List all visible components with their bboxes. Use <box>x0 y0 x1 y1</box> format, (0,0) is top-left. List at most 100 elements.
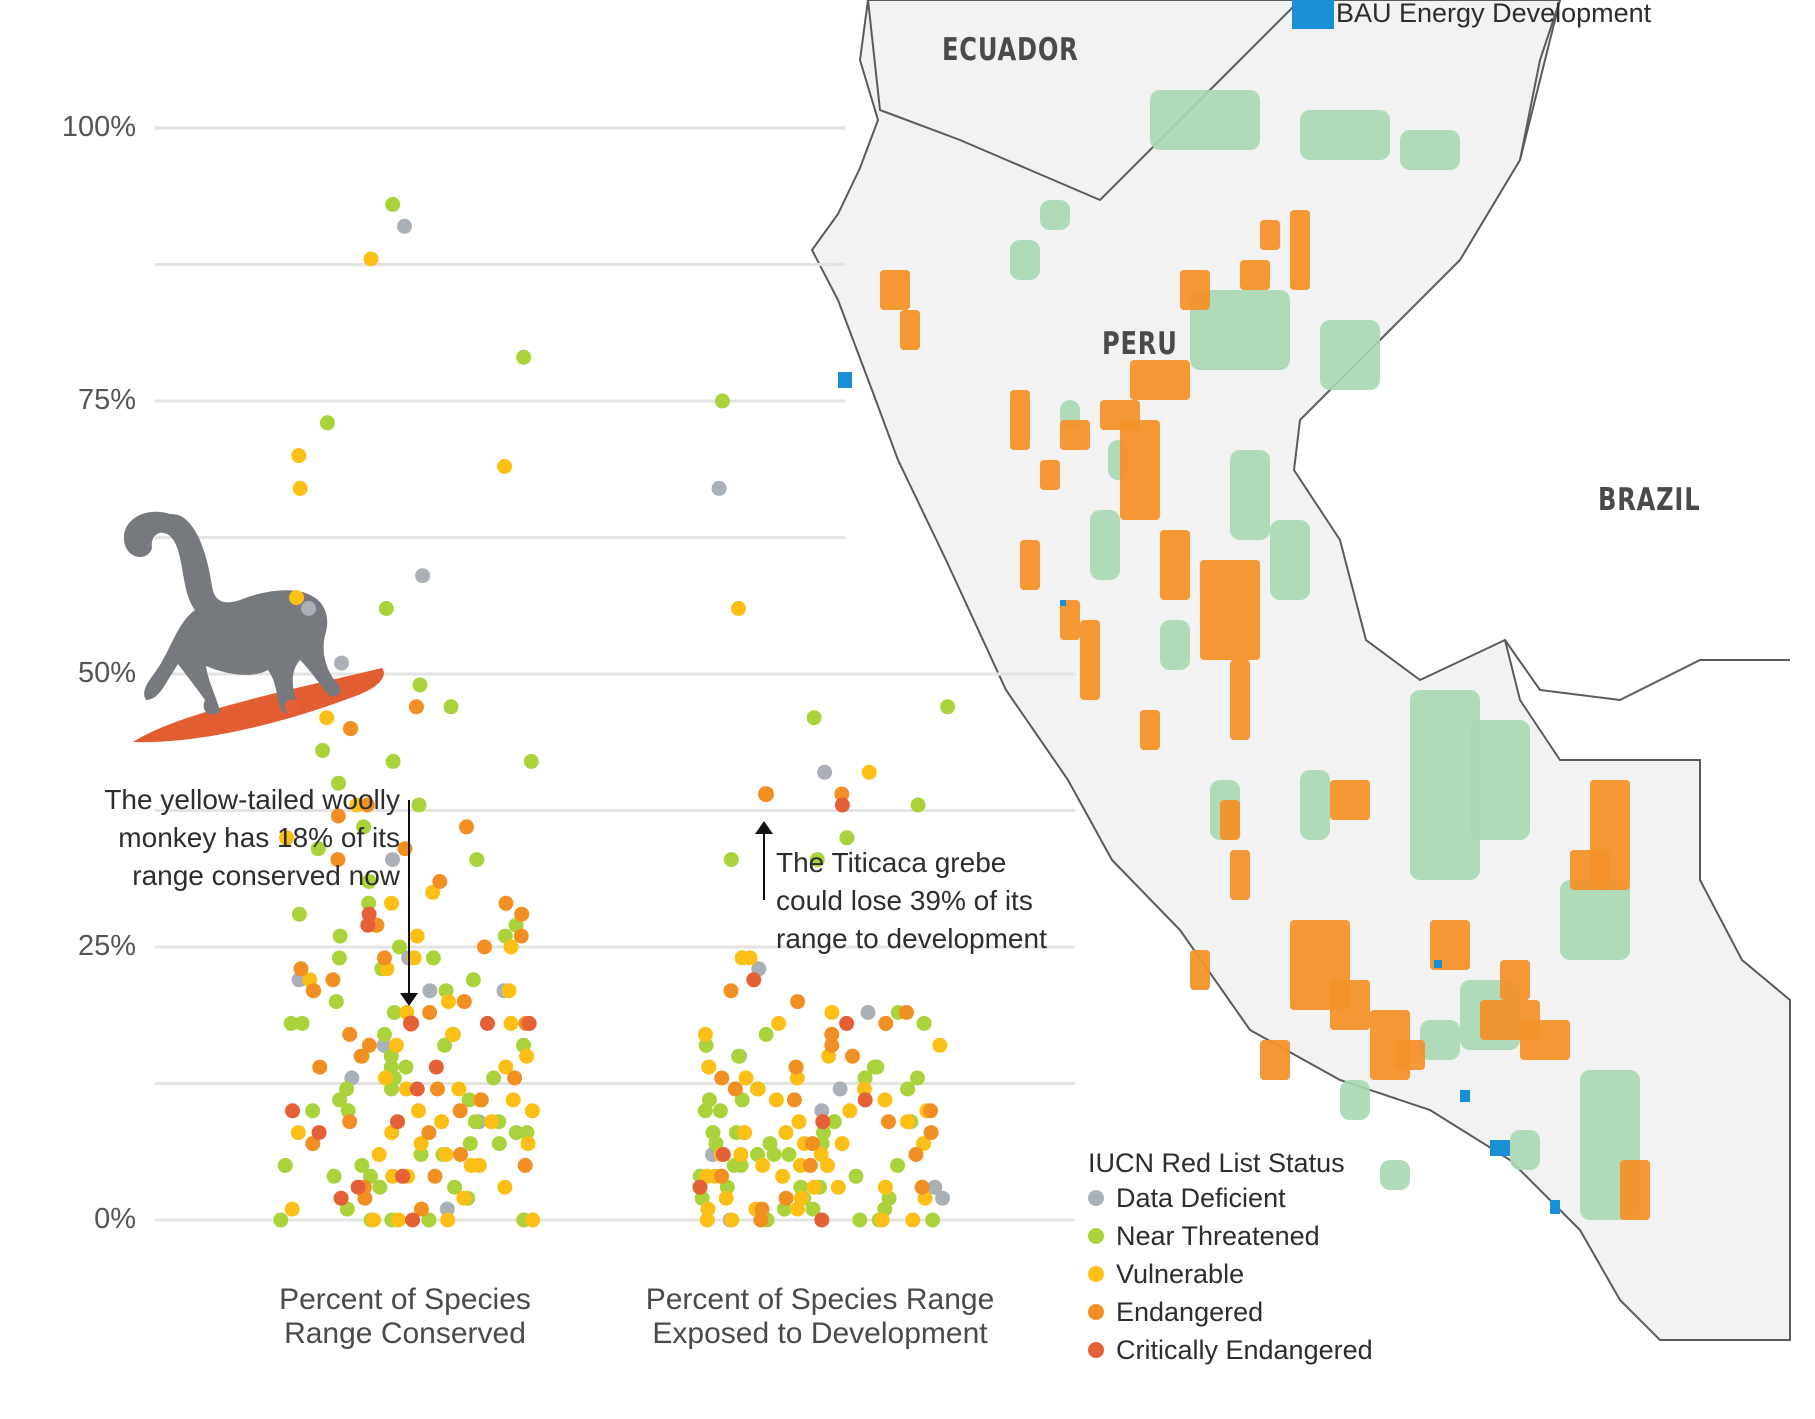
data-point <box>826 1114 842 1130</box>
data-point <box>461 1092 477 1108</box>
development-area <box>1330 980 1370 1030</box>
development-area <box>1020 540 1040 590</box>
data-point <box>848 1168 864 1184</box>
data-point <box>699 1212 715 1228</box>
grebe-arrow-head <box>755 821 773 834</box>
development-area <box>1120 420 1160 520</box>
data-point <box>839 1015 855 1031</box>
data-point <box>291 448 307 464</box>
data-point <box>319 415 335 431</box>
data-point <box>328 994 344 1010</box>
data-point <box>857 1070 873 1086</box>
bau-energy-area <box>838 372 852 388</box>
data-point <box>909 1070 925 1086</box>
protected-area <box>1010 240 1040 280</box>
data-point <box>384 1081 399 1097</box>
data-point <box>334 655 349 671</box>
data-point <box>932 1037 948 1053</box>
data-point <box>698 1037 714 1053</box>
data-point <box>824 1037 840 1053</box>
x-category-label-exposed: Percent of Species Range Exposed to Deve… <box>645 1283 995 1350</box>
monkey-illustration <box>123 511 384 743</box>
legend-item-vulnerable: Vulnerable <box>1088 1255 1373 1293</box>
data-point <box>332 928 348 944</box>
data-point <box>790 994 806 1010</box>
data-point <box>310 841 326 857</box>
data-point <box>301 601 317 616</box>
data-point <box>802 1157 818 1173</box>
brazil-border <box>1504 639 1790 702</box>
data-point <box>326 1168 342 1184</box>
data-point <box>701 1059 717 1075</box>
data-point <box>935 1190 950 1206</box>
data-point <box>377 1070 393 1086</box>
data-point <box>738 1070 754 1086</box>
legend-item-endangered: Endangered <box>1088 1293 1373 1331</box>
data-point <box>456 1190 472 1206</box>
data-point <box>311 1125 327 1141</box>
legend-label: Vulnerable <box>1116 1258 1245 1289</box>
legend-label: Endangered <box>1116 1296 1264 1327</box>
data-point <box>714 1070 730 1086</box>
data-point <box>294 1015 310 1031</box>
development-area <box>1060 420 1090 450</box>
data-point <box>430 1081 445 1097</box>
data-point <box>809 852 825 868</box>
bau-swatch <box>1292 0 1334 29</box>
development-area <box>1200 560 1260 660</box>
legend-label: Data Deficient <box>1116 1182 1286 1213</box>
bau-energy-area <box>1060 600 1066 606</box>
legend-item-critically-endangered: Critically Endangered <box>1088 1331 1373 1369</box>
data-point <box>908 1147 924 1162</box>
x-category-label-conserved: Percent of Species Range Conserved <box>279 1283 531 1350</box>
data-point <box>723 852 739 868</box>
development-area <box>880 270 910 310</box>
development-area <box>900 310 920 350</box>
data-point <box>388 1037 404 1053</box>
development-area <box>1010 390 1030 450</box>
development-area <box>1040 460 1060 490</box>
data-point <box>349 797 365 813</box>
data-point <box>421 1212 437 1228</box>
data-point <box>505 1092 521 1108</box>
data-point <box>874 1212 890 1228</box>
data-point <box>273 1212 289 1228</box>
development-area <box>1160 530 1190 600</box>
data-point <box>890 1157 906 1173</box>
status-legend-title: IUCN Red List Status <box>1088 1148 1345 1178</box>
data-point <box>467 1114 483 1130</box>
data-point <box>805 1136 820 1152</box>
protected-area <box>1420 1020 1460 1060</box>
data-point <box>422 1005 438 1020</box>
data-point <box>806 710 822 726</box>
data-point <box>377 950 392 966</box>
protected-area <box>1300 770 1330 840</box>
development-area <box>1620 1160 1650 1220</box>
protected-area <box>1230 450 1270 540</box>
data-point <box>899 1005 914 1020</box>
development-area <box>1260 1040 1290 1080</box>
data-point <box>366 1212 381 1228</box>
data-point <box>497 1179 513 1195</box>
development-area <box>1330 780 1370 820</box>
data-point <box>714 1168 729 1184</box>
peru-map <box>810 0 1791 1341</box>
data-point <box>516 349 532 365</box>
data-point <box>789 1070 805 1086</box>
data-point <box>815 1114 831 1130</box>
data-point <box>411 797 427 813</box>
data-point <box>519 1125 535 1141</box>
data-point <box>520 1136 536 1152</box>
data-point <box>285 1103 300 1119</box>
data-point <box>360 917 376 933</box>
data-point <box>422 983 438 999</box>
data-point <box>727 1081 743 1097</box>
data-point <box>778 1190 794 1206</box>
data-point <box>900 1114 916 1130</box>
data-point <box>877 1092 893 1108</box>
data-point <box>503 939 519 955</box>
data-point <box>385 196 401 212</box>
development-area <box>1395 1040 1425 1070</box>
bau-energy-area <box>1460 1090 1470 1102</box>
data-point <box>824 1026 840 1042</box>
